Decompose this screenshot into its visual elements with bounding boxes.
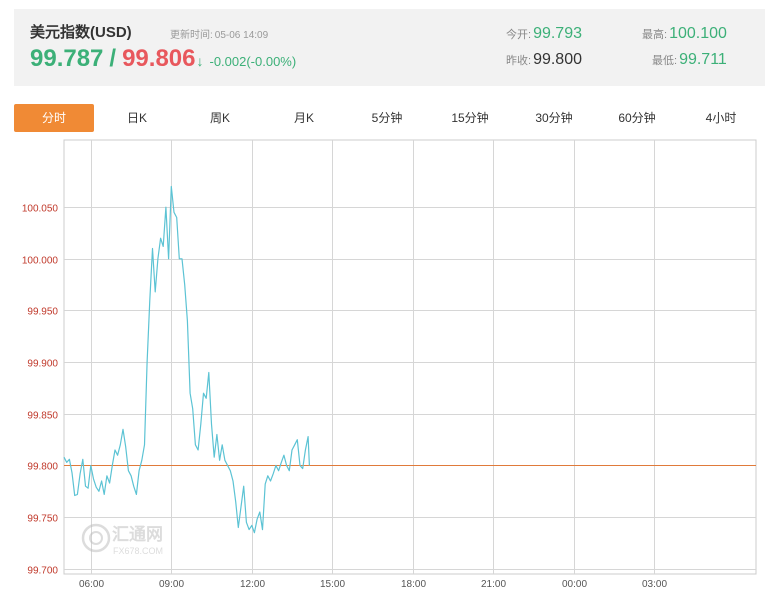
price-line: 99.787/99.806↓ -0.002(-0.00%) [30, 45, 296, 73]
watermark-en: FX678.COM [113, 546, 163, 556]
update-time-label: 更新时间: [170, 30, 213, 41]
update-time: 更新时间: 05-06 14:09 [170, 26, 268, 41]
x-tick-label: 00:00 [562, 579, 587, 590]
ask-price: 99.806 [122, 45, 196, 72]
y-tick-label: 99.850 [27, 411, 58, 422]
low-label: 最低: [652, 55, 678, 67]
x-tick-label: 09:00 [159, 579, 184, 590]
y-tick-label: 99.750 [27, 514, 58, 525]
open-value: 99.793 [533, 25, 582, 42]
period-tabs: 分时 日K 周K 月K 5分钟 15分钟 30分钟 60分钟 4小时 [14, 104, 765, 132]
low-value: 99.711 [679, 51, 727, 68]
watermark-cn: 汇通网 [112, 525, 163, 545]
low-stat: 最低: 99.711 [652, 51, 727, 69]
tab-daily[interactable]: 日K [126, 111, 147, 125]
y-tick-label: 100.050 [22, 204, 59, 215]
update-time-value: 05-06 14:09 [214, 30, 269, 41]
prev-close-value: 99.800 [533, 51, 582, 68]
open-label: 今开: [506, 29, 532, 41]
bid-price: 99.787 [30, 45, 104, 72]
tab-30min[interactable]: 30分钟 [535, 111, 573, 125]
down-arrow-icon: ↓ [196, 53, 204, 69]
x-tick-label: 18:00 [401, 579, 426, 590]
tab-15min[interactable]: 15分钟 [451, 111, 489, 125]
y-tick-label: 99.800 [27, 462, 58, 473]
y-tick-label: 99.700 [27, 566, 58, 577]
y-tick-label: 99.900 [27, 359, 58, 370]
price-change: -0.002(-0.00%) [209, 54, 297, 69]
tab-weekly[interactable]: 周K [209, 111, 230, 125]
price-separator: / [109, 45, 117, 72]
high-value: 100.100 [669, 25, 727, 42]
plot-frame [63, 139, 757, 575]
x-tick-label: 06:00 [79, 579, 104, 590]
high-label: 最高: [642, 29, 668, 41]
x-tick-label: 21:00 [481, 579, 506, 590]
huitong-logo-icon [81, 523, 111, 553]
x-tick-label: 15:00 [320, 579, 345, 590]
watermark: 汇通网 FX678.COM [81, 523, 163, 556]
open-stat: 今开: 99.793 [506, 25, 582, 43]
high-stat: 最高: 100.100 [642, 25, 727, 43]
quote-header: 美元指数(USD) 更新时间: 05-06 14:09 99.787/99.806… [14, 9, 765, 86]
tab-60min[interactable]: 60分钟 [618, 111, 656, 125]
tab-monthly[interactable]: 月K [293, 111, 314, 125]
prev-close-label: 昨收: [506, 55, 532, 67]
price-line-series [63, 185, 310, 534]
tab-intraday[interactable]: 分时 [14, 104, 94, 132]
y-tick-label: 100.000 [22, 256, 59, 267]
x-tick-label: 03:00 [642, 579, 667, 590]
prev-close-stat: 昨收: 99.800 [506, 51, 582, 69]
instrument-title: 美元指数(USD) [30, 24, 132, 41]
tab-5min[interactable]: 5分钟 [371, 111, 403, 125]
x-tick-label: 12:00 [240, 579, 265, 590]
tab-4hour[interactable]: 4小时 [705, 111, 737, 125]
y-tick-label: 99.950 [27, 307, 58, 318]
